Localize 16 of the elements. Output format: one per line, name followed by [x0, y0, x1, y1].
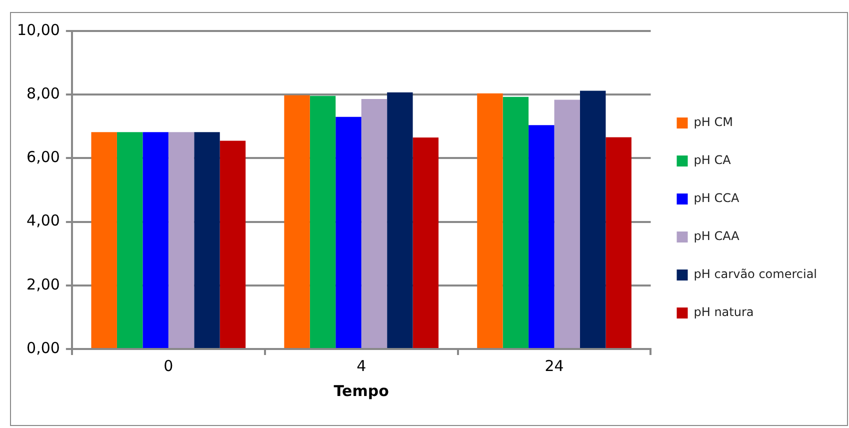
y-tick-label: 4,00 [26, 212, 60, 230]
legend-label: pH CA [694, 153, 732, 168]
y-tick-label: 2,00 [26, 275, 60, 294]
legend-label: pH CM [694, 115, 733, 130]
y-tick-label: 10,00 [16, 20, 60, 39]
legend-label: pH natura [694, 305, 754, 320]
y-tick-label: 0,00 [26, 338, 60, 357]
x-tick-label: 24 [544, 356, 564, 375]
y-tick-label: 8,00 [26, 84, 60, 102]
x-axis-title: Tempo [334, 382, 389, 400]
x-tick-label: 4 [356, 356, 366, 375]
legend-label: pH CCA [694, 191, 740, 206]
x-tick-label: 0 [164, 356, 174, 375]
legend-label: pH carvão comercial [694, 267, 818, 282]
y-tick-label: 6,00 [26, 148, 60, 166]
legend-label: pH CAA [694, 229, 740, 244]
